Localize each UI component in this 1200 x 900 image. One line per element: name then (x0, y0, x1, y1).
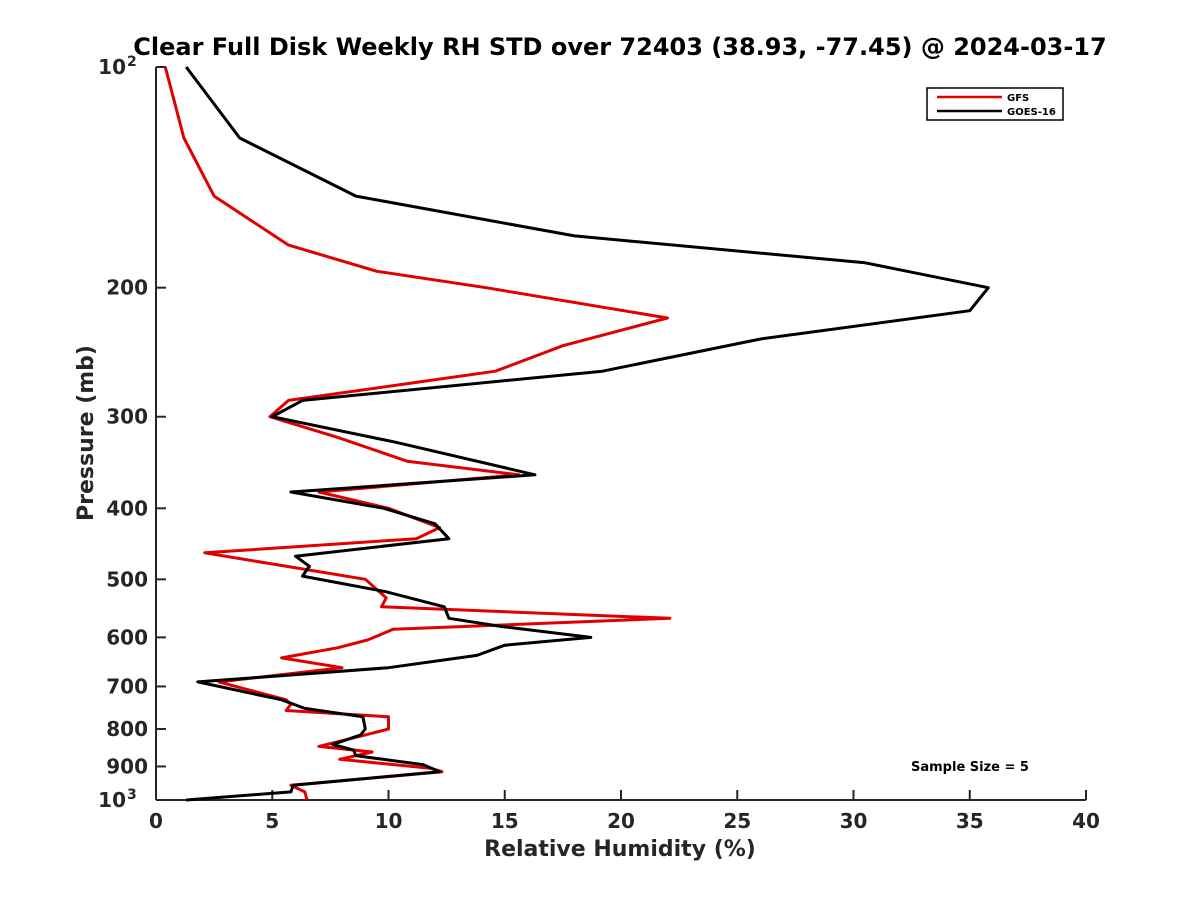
series-lines (163, 66, 990, 802)
series-line-gfs (163, 66, 672, 801)
legend: GFS GOES-16 (926, 87, 1064, 121)
y-tick-label: 200 (106, 276, 148, 300)
y-tick-label: 400 (106, 496, 148, 520)
x-tick-label: 30 (840, 809, 868, 833)
x-tick-label: 40 (1072, 809, 1100, 833)
y-tick-label: 10 (98, 788, 126, 812)
x-axis-ticks: 0 5 10 15 20 25 30 35 40 (149, 790, 1100, 833)
x-tick-label: 20 (607, 809, 635, 833)
legend-box (926, 87, 1064, 121)
x-axis-label: Relative Humidity (%) (484, 837, 756, 862)
x-tick-label: 25 (723, 809, 751, 833)
y-tick-label-exponent: 2 (127, 54, 137, 70)
sample-size-annotation: Sample Size = 5 (911, 760, 1029, 775)
y-axis-label: Pressure (mb) (74, 345, 99, 521)
y-tick-label: 800 (106, 717, 148, 741)
y-tick-label: 300 (106, 405, 148, 429)
y-tick-label: 700 (106, 674, 148, 698)
x-tick-label: 0 (149, 809, 163, 833)
x-tick-label: 10 (375, 809, 403, 833)
chart-title: Clear Full Disk Weekly RH STD over 72403… (133, 33, 1106, 61)
y-tick-label: 900 (106, 754, 148, 778)
series-line-goes16 (185, 66, 990, 802)
x-tick-label: 15 (491, 809, 519, 833)
legend-label-gfs: GFS (1007, 93, 1029, 104)
y-tick-label: 500 (106, 567, 148, 591)
x-tick-label: 5 (265, 809, 279, 833)
x-tick-label: 35 (956, 809, 984, 833)
plot-area: 0 5 10 15 20 25 30 35 40 10 220030040050060070080… (98, 54, 1100, 833)
legend-label-goes16: GOES-16 (1007, 107, 1056, 118)
y-tick-label: 600 (106, 625, 148, 649)
y-tick-label-exponent: 3 (127, 787, 137, 803)
y-tick-label: 10 (98, 55, 126, 79)
